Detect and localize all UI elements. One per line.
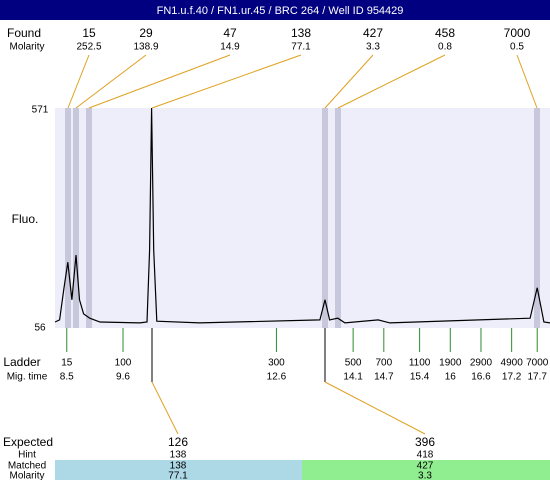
matched-bg-2 bbox=[302, 460, 550, 480]
ladder-time: 14.1 bbox=[343, 372, 363, 383]
ladder-time: 17.2 bbox=[502, 372, 522, 383]
expected-connector bbox=[324, 381, 426, 435]
found-molarity: 0.5 bbox=[510, 42, 524, 53]
found-connector bbox=[516, 54, 538, 109]
ladder-size: 1100 bbox=[409, 358, 431, 369]
found-size: 138 bbox=[291, 26, 311, 40]
expected-matched: 138 bbox=[170, 461, 187, 472]
expected-molarity: 3.3 bbox=[418, 471, 432, 480]
found-size: 47 bbox=[223, 26, 237, 40]
found-molarity: 0.8 bbox=[438, 42, 452, 53]
expected-size: 126 bbox=[168, 435, 188, 449]
expected-label: Expected bbox=[3, 435, 53, 449]
ladder-size: 2900 bbox=[470, 358, 493, 369]
found-molarity: 77.1 bbox=[291, 42, 311, 53]
ladder-size: 4900 bbox=[501, 358, 524, 369]
found-molarity: 14.9 bbox=[220, 42, 240, 53]
expected-matched: 427 bbox=[417, 461, 434, 472]
expected-hint: 138 bbox=[170, 450, 187, 461]
ladder-time: 15.4 bbox=[410, 372, 430, 383]
peak-band bbox=[534, 108, 540, 328]
ladder-size: 1900 bbox=[439, 358, 462, 369]
found-size: 7000 bbox=[504, 26, 531, 40]
ladder-size: 15 bbox=[61, 358, 73, 369]
matched-bg-1 bbox=[55, 460, 302, 480]
found-molarity: 138.9 bbox=[133, 42, 158, 53]
hint-label: Hint bbox=[18, 450, 36, 461]
ladder-size: 500 bbox=[345, 358, 362, 369]
expected-molarity: 77.1 bbox=[168, 471, 188, 480]
molarity-label: Molarity bbox=[9, 471, 44, 480]
y-axis-label: Fluo. bbox=[12, 212, 39, 226]
ladder-time-label: Mig. time bbox=[7, 372, 48, 383]
found-size: 427 bbox=[363, 26, 383, 40]
y-tick-label: 571 bbox=[32, 105, 49, 116]
ladder-time: 8.5 bbox=[60, 372, 74, 383]
ladder-time: 14.7 bbox=[374, 372, 394, 383]
ladder-size: 7000 bbox=[526, 358, 549, 369]
ladder-time: 16 bbox=[445, 372, 457, 383]
found-connector bbox=[88, 54, 231, 109]
ladder-size: 300 bbox=[268, 358, 285, 369]
expected-hint: 418 bbox=[417, 450, 434, 461]
ladder-time: 9.6 bbox=[116, 372, 130, 383]
header-title: FN1.u.f.40 / FN1.ur.45 / BRC 264 / Well … bbox=[157, 5, 404, 17]
ladder-time: 16.6 bbox=[471, 372, 491, 383]
found-connector bbox=[337, 54, 446, 109]
found-connector bbox=[67, 54, 90, 109]
peak-band bbox=[73, 108, 79, 328]
ladder-time: 12.6 bbox=[267, 372, 287, 383]
peak-band bbox=[322, 108, 328, 328]
peak-band bbox=[65, 108, 71, 328]
plot-area bbox=[55, 108, 550, 328]
ladder-size: 100 bbox=[115, 358, 132, 369]
expected-connector bbox=[151, 381, 179, 435]
ladder-label: Ladder bbox=[3, 355, 40, 369]
trace bbox=[54, 107, 550, 324]
found-size: 29 bbox=[139, 26, 153, 40]
matched-label: Matched bbox=[8, 461, 46, 472]
found-connector bbox=[324, 54, 374, 109]
found-connector bbox=[151, 54, 302, 109]
found-connector bbox=[75, 54, 147, 109]
found-size: 15 bbox=[82, 26, 96, 40]
peak-band bbox=[86, 108, 92, 328]
ladder-size: 700 bbox=[375, 358, 392, 369]
header-bar bbox=[0, 0, 550, 20]
found-label: Found bbox=[7, 26, 41, 40]
found-size: 458 bbox=[435, 26, 455, 40]
found-molarity-label: Molarity bbox=[9, 42, 44, 53]
expected-size: 396 bbox=[415, 435, 435, 449]
peak-band bbox=[335, 108, 341, 328]
y-tick-label: 56 bbox=[34, 323, 46, 334]
found-molarity: 252.5 bbox=[76, 42, 101, 53]
ladder-time: 17.7 bbox=[527, 372, 547, 383]
found-molarity: 3.3 bbox=[366, 42, 380, 53]
